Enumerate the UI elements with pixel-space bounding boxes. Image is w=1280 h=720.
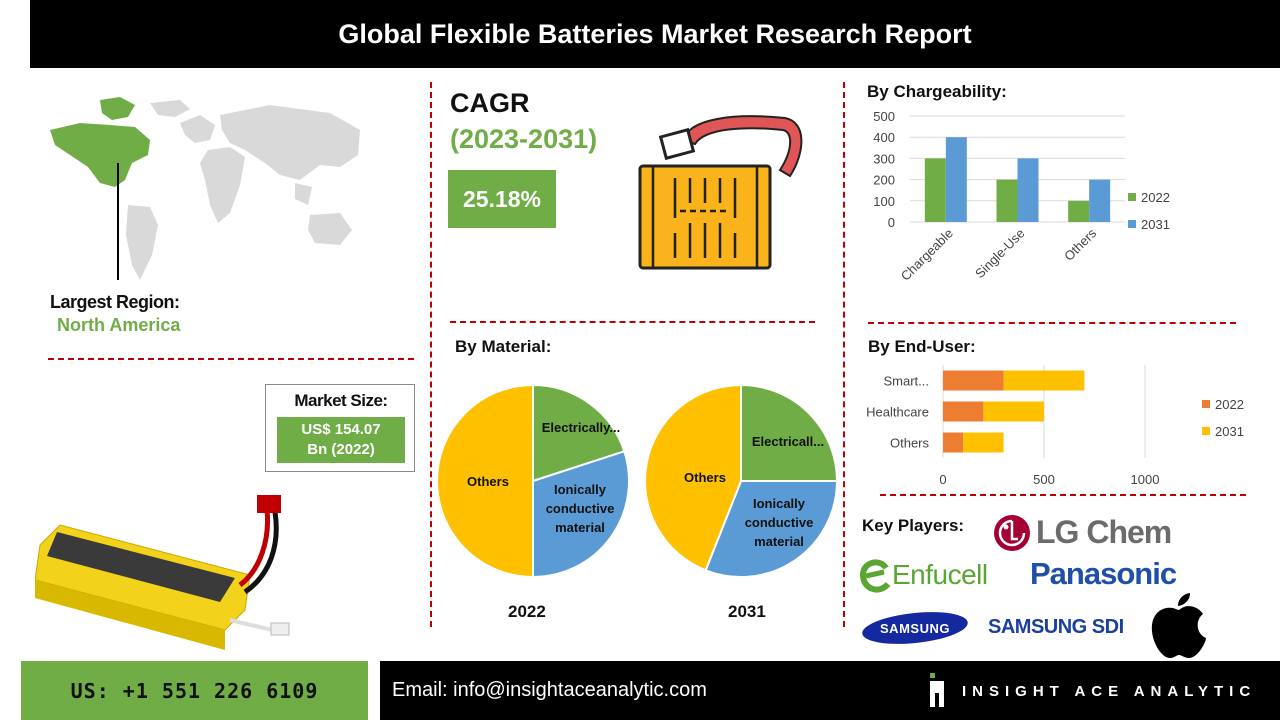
apple-logo-icon xyxy=(1151,593,1206,658)
chargeability-y-tick-label: 0 xyxy=(888,215,895,230)
market-size-box: Market Size: US$ 154.07 Bn (2022) xyxy=(265,384,415,472)
end-user-legend-swatch xyxy=(1202,427,1210,435)
footer-brand: INSIGHT ACE ANALYTIC xyxy=(962,683,1257,700)
chargeability-bar-2022 xyxy=(924,158,946,222)
chargeability-bar-2031 xyxy=(945,137,967,222)
chargeability-y-tick-label: 400 xyxy=(873,130,895,145)
key-players-title: Key Players: xyxy=(862,516,965,535)
samsung-logo-icon xyxy=(862,612,968,644)
pie-chart-2022: Electrically... Ionically conductive materi… xyxy=(436,383,630,579)
region-pointer-line xyxy=(117,163,119,280)
pie-chart-2031: Electricall... Ionically conductive materia… xyxy=(644,383,839,578)
market-size-value-line1: US$ 154.07 xyxy=(301,421,381,438)
chargeability-bar-2031 xyxy=(1089,179,1111,222)
pie-slice xyxy=(436,383,534,579)
pie-slice-label: Electricall... xyxy=(752,434,824,449)
market-size-title: Market Size: xyxy=(294,391,388,410)
chargeability-y-tick-label: 100 xyxy=(873,194,895,209)
chargeability-bar-2022 xyxy=(1068,200,1090,222)
chargeability-legend-label: 2031 xyxy=(1141,217,1170,232)
pie-slice xyxy=(740,383,839,482)
pie-slice-label: Others xyxy=(467,474,509,489)
pie-2031-year-label: 2031 xyxy=(728,602,766,621)
cagr-title: CAGR xyxy=(450,88,530,118)
pie-slice-label: Ionically conductive material xyxy=(745,496,814,549)
divider-region xyxy=(48,358,414,360)
lg-logo-icon xyxy=(994,515,1030,551)
chargeability-y-tick-label: 200 xyxy=(873,173,895,188)
lipo-battery-icon xyxy=(35,495,290,650)
pie-slice-label: Others xyxy=(684,470,726,485)
report-title: Global Flexible Batteries Market Researc… xyxy=(338,18,972,49)
largest-region-value: North America xyxy=(57,315,181,335)
end-user-bar-2022 xyxy=(943,432,964,453)
chargeability-bar-2022 xyxy=(996,179,1018,222)
cagr-value: 25.18% xyxy=(448,170,556,228)
pie-slice-label: Electrically... xyxy=(542,420,621,435)
end-user-bar-2031 xyxy=(1003,370,1085,391)
end-user-x-tick-label: 1000 xyxy=(1131,472,1160,487)
enfucell-logo-text: Enfucell xyxy=(892,559,988,590)
chargeability-x-tick-label: Single-Use xyxy=(972,226,1028,282)
divider-chargeability xyxy=(868,322,1236,324)
chargeability-bar-2031 xyxy=(1017,158,1039,222)
cagr-period: (2023-2031) xyxy=(450,124,598,154)
divider-vertical-left xyxy=(430,82,432,627)
footer-bar: Email: info@insightaceanalytic.com INSIG… xyxy=(380,661,1280,720)
chargeability-section-title: By Chargeability: xyxy=(867,82,1007,101)
pie-2022-year-label: 2022 xyxy=(508,602,546,621)
end-user-legend-label: 2022 xyxy=(1215,397,1244,412)
chargeability-x-tick-label: Others xyxy=(1061,225,1100,264)
pie-slice xyxy=(644,383,742,572)
chargeability-bar-chart: 0 100 200 300 400 500 Chargeable Single-Use Othe… xyxy=(873,109,1170,284)
chargeability-y-tick-label: 500 xyxy=(873,109,895,124)
divider-cagr xyxy=(450,321,815,323)
chargeability-y-tick-label: 300 xyxy=(873,151,895,166)
end-user-y-tick-label: Others xyxy=(890,436,930,451)
chargeability-legend-label: 2022 xyxy=(1141,190,1170,205)
end-user-x-tick-label: 0 xyxy=(939,472,946,487)
world-map-icon xyxy=(50,97,360,280)
divider-end-user xyxy=(880,494,1246,496)
largest-region-label: Largest Region: xyxy=(50,292,180,312)
end-user-bar-2022 xyxy=(943,401,984,422)
lg-chem-logo-text: LG Chem xyxy=(1036,514,1172,550)
divider-vertical-right xyxy=(843,82,845,627)
chargeability-x-tick-label: Chargeable xyxy=(898,226,956,284)
end-user-bar-2031 xyxy=(963,432,1004,453)
flexible-battery-icon xyxy=(638,115,803,270)
market-size-value-line2: Bn (2022) xyxy=(307,441,375,458)
pie-slice-label: Ionically conductive material xyxy=(546,482,615,535)
pie-slice xyxy=(704,480,839,578)
footer-phone: US: +1 551 226 6109 xyxy=(21,661,368,720)
samsung-sdi-logo-text: SAMSUNG SDI xyxy=(988,616,1124,638)
chargeability-legend-swatch xyxy=(1128,193,1136,201)
end-user-bar-chart: 0 500 1000 Smart... Healthcare Others 2022 2031 xyxy=(866,365,1244,487)
chargeability-legend-swatch xyxy=(1128,220,1136,228)
market-size-value: US$ 154.07 Bn (2022) xyxy=(277,417,405,463)
enfucell-logo-icon xyxy=(860,559,891,593)
end-user-y-tick-label: Smart... xyxy=(883,374,929,389)
panasonic-logo-text: Panasonic xyxy=(1030,556,1177,591)
footer-email: Email: info@insightaceanalytic.com xyxy=(392,679,707,701)
material-section-title: By Material: xyxy=(455,337,552,356)
end-user-bar-2031 xyxy=(983,401,1044,422)
end-user-legend-label: 2031 xyxy=(1215,424,1244,439)
pie-slice xyxy=(532,383,626,483)
pie-slice xyxy=(532,450,630,579)
end-user-y-tick-label: Healthcare xyxy=(866,405,929,420)
end-user-section-title: By End-User: xyxy=(868,337,976,356)
report-header: Global Flexible Batteries Market Researc… xyxy=(30,0,1280,68)
end-user-x-tick-label: 500 xyxy=(1033,472,1055,487)
end-user-legend-swatch xyxy=(1202,400,1210,408)
samsung-logo-text: SAMSUNG xyxy=(880,621,950,636)
end-user-bar-2022 xyxy=(943,370,1004,391)
insight-ace-logo-icon xyxy=(930,673,944,707)
